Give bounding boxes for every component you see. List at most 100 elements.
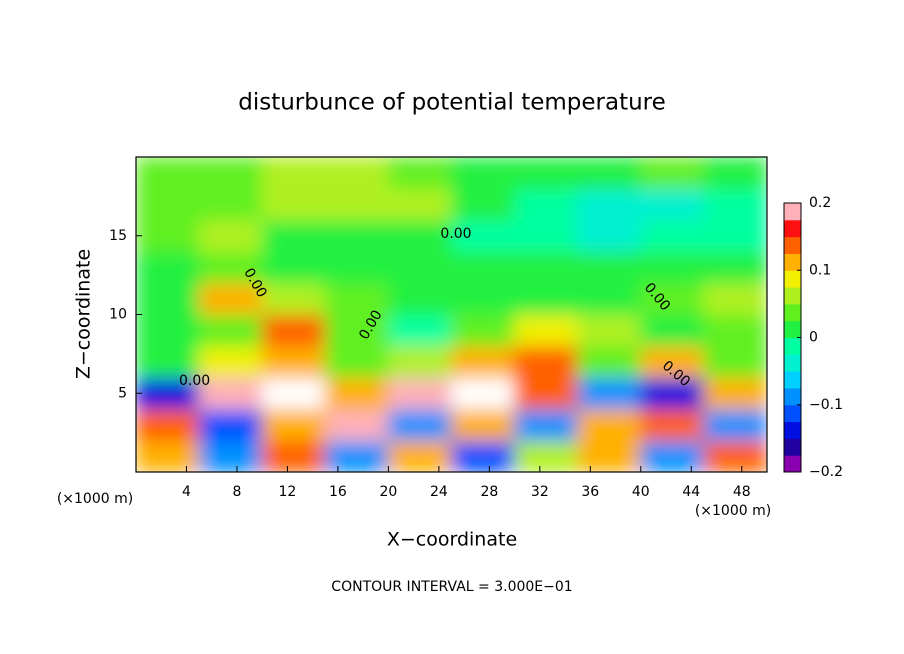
colorbar-swatch: [784, 354, 801, 372]
field-cell: [640, 314, 705, 347]
x-unit-label: (×1000 m): [695, 503, 771, 519]
field-cell: [136, 157, 200, 189]
field-cell: [261, 188, 326, 221]
field-cell: [703, 314, 767, 347]
field-cell: [261, 282, 326, 315]
field-cell: [198, 440, 263, 472]
field-cell: [198, 377, 263, 410]
x-tick-label: 8: [232, 484, 241, 500]
field-cell: [514, 219, 579, 252]
field-cell: [198, 345, 263, 378]
x-tick-label: 28: [480, 484, 498, 500]
colorbar-swatch: [784, 404, 801, 423]
colorbar-swatch: [784, 421, 801, 439]
field-cell: [514, 282, 579, 315]
field-cell: [640, 219, 705, 252]
field-cell: [324, 314, 389, 347]
field-cell: [261, 440, 326, 472]
field-cell: [514, 188, 579, 221]
colorbar-tick-label: 0.2: [809, 195, 831, 211]
field-cell: [387, 157, 452, 189]
field-cell: [451, 188, 516, 221]
x-tick-label: 44: [682, 484, 700, 500]
field-cell: [703, 282, 767, 315]
field-cell: [451, 314, 516, 347]
field-cell: [387, 440, 452, 472]
field-cell: [451, 219, 516, 252]
field-cell: [514, 345, 579, 378]
field-cell: [136, 377, 200, 410]
x-tick-label: 4: [182, 484, 191, 500]
field-cell: [703, 157, 767, 189]
field-cell: [451, 282, 516, 315]
field-cell: [703, 219, 767, 252]
field-cell: [640, 157, 705, 189]
colorbar: 0.2 0.1 0 −0.1 −0.2: [783, 195, 843, 480]
field-cell: [261, 251, 326, 284]
colorbar-swatch: [784, 455, 801, 473]
field-cell: [136, 188, 200, 221]
field-cell: [136, 282, 200, 315]
x-tick-label: 32: [531, 484, 549, 500]
field-cell: [324, 377, 389, 410]
field-cell: [451, 157, 516, 189]
colorbar-swatch: [784, 203, 801, 221]
field-cell: [451, 408, 516, 441]
field-cell: [577, 251, 642, 284]
field-cell: [514, 408, 579, 441]
x-tick-label: 16: [329, 484, 347, 500]
field-cell: [324, 188, 389, 221]
field-cell: [198, 188, 263, 221]
field-cell: [387, 219, 452, 252]
field-cell: [577, 408, 642, 441]
colorbar-swatch: [784, 438, 801, 456]
colorbar-tick-label: −0.2: [809, 464, 843, 480]
field-cell: [577, 314, 642, 347]
field-cell: [514, 314, 579, 347]
x-tick-label: 36: [581, 484, 599, 500]
field-cell: [136, 345, 200, 378]
field-cell: [577, 377, 642, 410]
field-cell: [387, 377, 452, 410]
field-cell: [577, 282, 642, 315]
field-cell: [136, 219, 200, 252]
field-cell: [577, 345, 642, 378]
field-cell: [703, 188, 767, 221]
field-cell: [136, 408, 200, 441]
field-cell: [198, 157, 263, 189]
field-cell: [451, 251, 516, 284]
colorbar-tick-label: 0: [809, 330, 818, 346]
colorbar-tick-label: 0.1: [809, 262, 831, 278]
y-tick-label: 10: [109, 307, 127, 323]
field-cell: [451, 440, 516, 472]
field-cell: [387, 345, 452, 378]
colorbar-swatch: [784, 371, 801, 389]
field-cell: [387, 188, 452, 221]
colorbar-swatch: [784, 287, 801, 305]
field-cell: [136, 251, 200, 284]
colorbar-tick-label: −0.1: [809, 397, 843, 413]
contour-label: 0.00: [179, 373, 210, 389]
field-cell: [577, 157, 642, 189]
field-cell: [577, 219, 642, 252]
field-cell: [324, 251, 389, 284]
field-cell: [703, 345, 767, 378]
field-cell: [324, 157, 389, 189]
field-cell: [577, 188, 642, 221]
field-cell: [703, 408, 767, 441]
x-tick-label: 12: [279, 484, 297, 500]
field-cell: [198, 282, 263, 315]
colorbar-swatch: [784, 253, 801, 271]
field-cells: [136, 157, 767, 472]
field-cell: [703, 251, 767, 284]
colorbar-swatch: [784, 303, 801, 322]
field-cell: [451, 377, 516, 410]
field-cell: [387, 408, 452, 441]
field-cell: [387, 282, 452, 315]
field-cell: [640, 345, 705, 378]
colorbar-swatch: [784, 387, 801, 406]
footer-note: CONTOUR INTERVAL = 3.000E−01: [331, 579, 572, 595]
x-tick-label: 48: [733, 484, 751, 500]
chart-title: disturbunce of potential temperature: [238, 90, 666, 116]
